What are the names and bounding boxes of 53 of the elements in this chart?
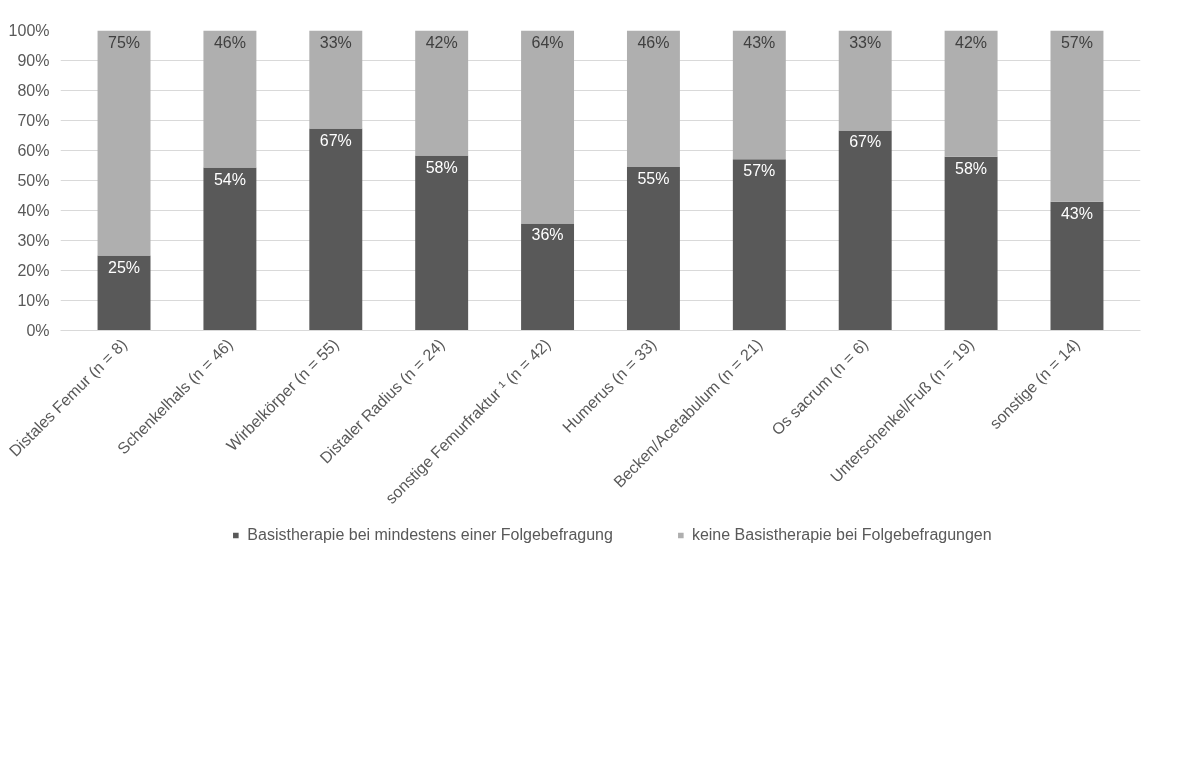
bar (415, 30, 469, 156)
data-label: 25% (108, 258, 141, 276)
data-label: 42% (425, 33, 458, 51)
data-label: 33% (319, 33, 352, 51)
y-tick-label: 10% (17, 292, 50, 309)
data-label: 54% (213, 170, 246, 188)
data-label: 67% (849, 133, 882, 151)
data-label: 36% (531, 226, 564, 244)
bar (626, 167, 680, 331)
data-label: 43% (1060, 204, 1093, 222)
data-label: 58% (955, 159, 988, 177)
bar (309, 30, 363, 129)
data-label: 58% (425, 158, 458, 176)
bar (732, 30, 786, 160)
data-label: 57% (1060, 33, 1093, 51)
y-tick-label: 90% (17, 52, 50, 69)
bar (521, 30, 575, 224)
legend-label: Basistherapie bei mindestens einer Folgebefragung (247, 526, 613, 544)
bar (97, 255, 151, 331)
data-label: 33% (849, 33, 882, 51)
y-tick-label: 80% (17, 82, 50, 99)
data-label: 75% (108, 33, 141, 51)
y-tick-label: 50% (17, 172, 50, 189)
bar (415, 155, 469, 331)
y-tick-label: 0% (26, 322, 50, 339)
data-label: 43% (743, 33, 776, 51)
y-tick-label: 70% (17, 112, 50, 129)
bar (203, 167, 257, 331)
bar (838, 130, 892, 331)
data-label: 57% (743, 162, 776, 180)
bar (838, 30, 892, 131)
bar (732, 159, 786, 331)
bar (626, 30, 680, 167)
bar (944, 156, 998, 331)
y-tick-label: 30% (17, 232, 50, 249)
bar (203, 30, 257, 168)
data-label: 55% (637, 170, 670, 187)
data-label: 42% (955, 33, 988, 51)
data-label: 46% (213, 33, 246, 51)
y-tick-label: 20% (17, 262, 50, 279)
y-tick-label: 60% (17, 142, 50, 159)
y-tick-label: 40% (17, 202, 50, 219)
bar (97, 30, 151, 256)
bar (1050, 30, 1104, 202)
data-label: 46% (637, 33, 670, 51)
bar (944, 30, 998, 157)
data-label: 64% (531, 33, 564, 51)
bar (1050, 201, 1104, 331)
data-label: 67% (319, 131, 352, 149)
bar (309, 128, 363, 331)
legend-label: keine Basistherapie bei Folgebefragungen (691, 526, 992, 544)
bar (521, 223, 575, 331)
y-tick-label: 100% (8, 22, 50, 39)
